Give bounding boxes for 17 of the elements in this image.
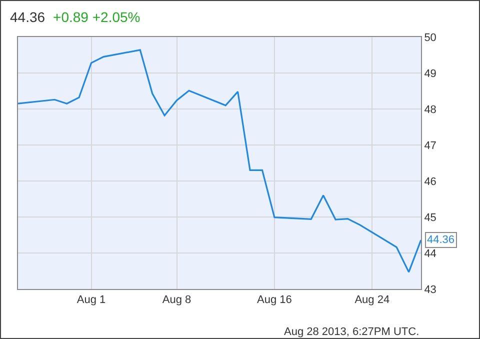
- chart-subtitle: +0.89 +2.05%: [53, 9, 140, 25]
- y-tick-label: 43: [424, 284, 436, 296]
- x-tick-label: Aug 16: [257, 294, 292, 306]
- y-tick-label: 50: [424, 32, 436, 44]
- x-tick-label: Aug 24: [354, 294, 390, 306]
- x-tick-label: Aug 1: [76, 294, 106, 306]
- chart-title: 44.36: [10, 9, 46, 25]
- y-tick-label: 44: [424, 248, 436, 260]
- y-tick-label: 48: [424, 104, 436, 116]
- x-tick-label: Aug 8: [162, 294, 192, 306]
- line-series: [18, 49, 421, 273]
- y-tick-label: 46: [424, 176, 436, 188]
- y-tick-label: 49: [424, 68, 436, 80]
- data-label: 44.36: [427, 234, 455, 246]
- text: Aug 28 2013, 6:27PM UTC.: [284, 326, 420, 338]
- y-tick-label: 45: [424, 212, 436, 224]
- y-tick-label: 47: [424, 140, 436, 152]
